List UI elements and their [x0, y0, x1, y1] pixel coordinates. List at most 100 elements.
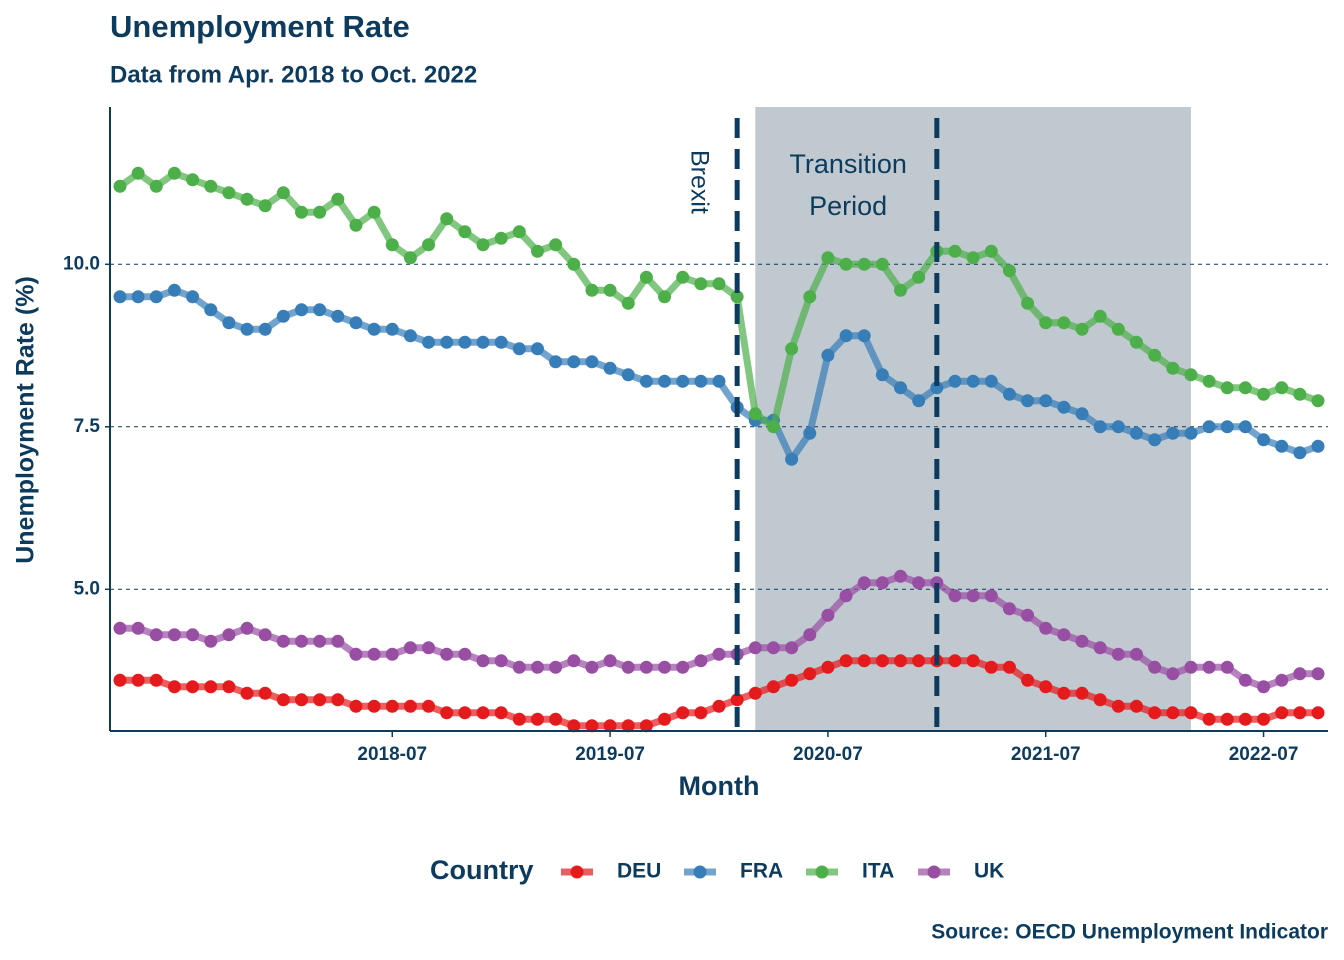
- data-point: [966, 374, 980, 388]
- data-point: [658, 290, 672, 304]
- data-point: [385, 699, 399, 713]
- data-point: [295, 205, 309, 219]
- data-point: [1057, 628, 1071, 642]
- data-point: [1093, 309, 1107, 323]
- data-point: [1275, 673, 1289, 687]
- data-point: [295, 634, 309, 648]
- data-point: [167, 680, 181, 694]
- data-point: [422, 641, 436, 655]
- data-point: [676, 374, 690, 388]
- y-tick-label: 7.5: [74, 416, 101, 437]
- data-point: [440, 706, 454, 720]
- data-point: [803, 426, 817, 440]
- data-point: [1257, 712, 1271, 726]
- data-point: [712, 374, 726, 388]
- data-point: [785, 342, 799, 356]
- data-point: [639, 270, 653, 284]
- data-point: [476, 238, 490, 252]
- data-point: [694, 654, 708, 668]
- data-point: [567, 257, 581, 271]
- data-point: [1075, 322, 1089, 336]
- data-point: [567, 355, 581, 369]
- data-point: [440, 335, 454, 349]
- data-point: [785, 452, 799, 466]
- data-point: [948, 589, 962, 603]
- data-point: [1202, 374, 1216, 388]
- data-point: [639, 374, 653, 388]
- chart-subtitle: Data from Apr. 2018 to Oct. 2022: [110, 61, 477, 88]
- data-point: [1075, 407, 1089, 421]
- data-point: [766, 641, 780, 655]
- data-point: [658, 374, 672, 388]
- data-point: [349, 647, 363, 661]
- data-point: [1111, 420, 1125, 434]
- data-point: [966, 654, 980, 668]
- x-tick-label: 2019-07: [575, 744, 645, 765]
- data-point: [1311, 667, 1325, 681]
- data-point: [567, 719, 581, 733]
- data-point: [894, 654, 908, 668]
- data-point: [912, 654, 926, 668]
- data-point: [658, 712, 672, 726]
- data-point: [1275, 439, 1289, 453]
- data-point: [948, 654, 962, 668]
- data-point: [912, 270, 926, 284]
- data-point: [276, 634, 290, 648]
- data-point: [1238, 712, 1252, 726]
- data-point: [1293, 706, 1307, 720]
- data-point: [222, 680, 236, 694]
- data-point: [1129, 426, 1143, 440]
- data-point: [149, 179, 163, 193]
- data-point: [676, 660, 690, 674]
- data-point: [948, 374, 962, 388]
- data-point: [712, 699, 726, 713]
- data-point: [1184, 660, 1198, 674]
- legend-label: ITA: [862, 860, 894, 883]
- data-point: [676, 270, 690, 284]
- data-point: [1184, 706, 1198, 720]
- data-point: [113, 179, 127, 193]
- data-point: [1057, 316, 1071, 330]
- data-point: [1057, 400, 1071, 414]
- data-point: [1039, 316, 1053, 330]
- data-point: [530, 712, 544, 726]
- data-point: [621, 368, 635, 382]
- data-point: [512, 660, 526, 674]
- data-point: [603, 283, 617, 297]
- data-point: [639, 660, 653, 674]
- data-point: [258, 322, 272, 336]
- data-point: [131, 621, 145, 635]
- data-point: [803, 628, 817, 642]
- data-point: [276, 693, 290, 707]
- data-point: [1075, 686, 1089, 700]
- data-point: [857, 329, 871, 343]
- data-point: [1257, 387, 1271, 401]
- series-group: [113, 569, 1325, 694]
- data-point: [295, 693, 309, 707]
- data-point: [204, 680, 218, 694]
- data-point: [1202, 420, 1216, 434]
- data-point: [984, 244, 998, 258]
- data-point: [367, 699, 381, 713]
- data-point: [240, 686, 254, 700]
- data-point: [512, 225, 526, 239]
- caption: Source: OECD Unemployment Indicator: [931, 921, 1328, 944]
- data-point: [403, 329, 417, 343]
- data-point: [766, 420, 780, 434]
- data-point: [331, 634, 345, 648]
- data-point: [748, 686, 762, 700]
- x-tick-label: 2021-07: [1011, 744, 1081, 765]
- data-point: [621, 719, 635, 733]
- data-point: [331, 192, 345, 206]
- data-point: [313, 205, 327, 219]
- data-point: [1111, 647, 1125, 661]
- data-point: [821, 660, 835, 674]
- x-axis-label: Month: [679, 771, 760, 801]
- data-point: [748, 641, 762, 655]
- data-point: [186, 628, 200, 642]
- data-point: [494, 335, 508, 349]
- data-point: [857, 257, 871, 271]
- data-point: [585, 283, 599, 297]
- legend-key-point: [693, 865, 707, 879]
- data-point: [1039, 621, 1053, 635]
